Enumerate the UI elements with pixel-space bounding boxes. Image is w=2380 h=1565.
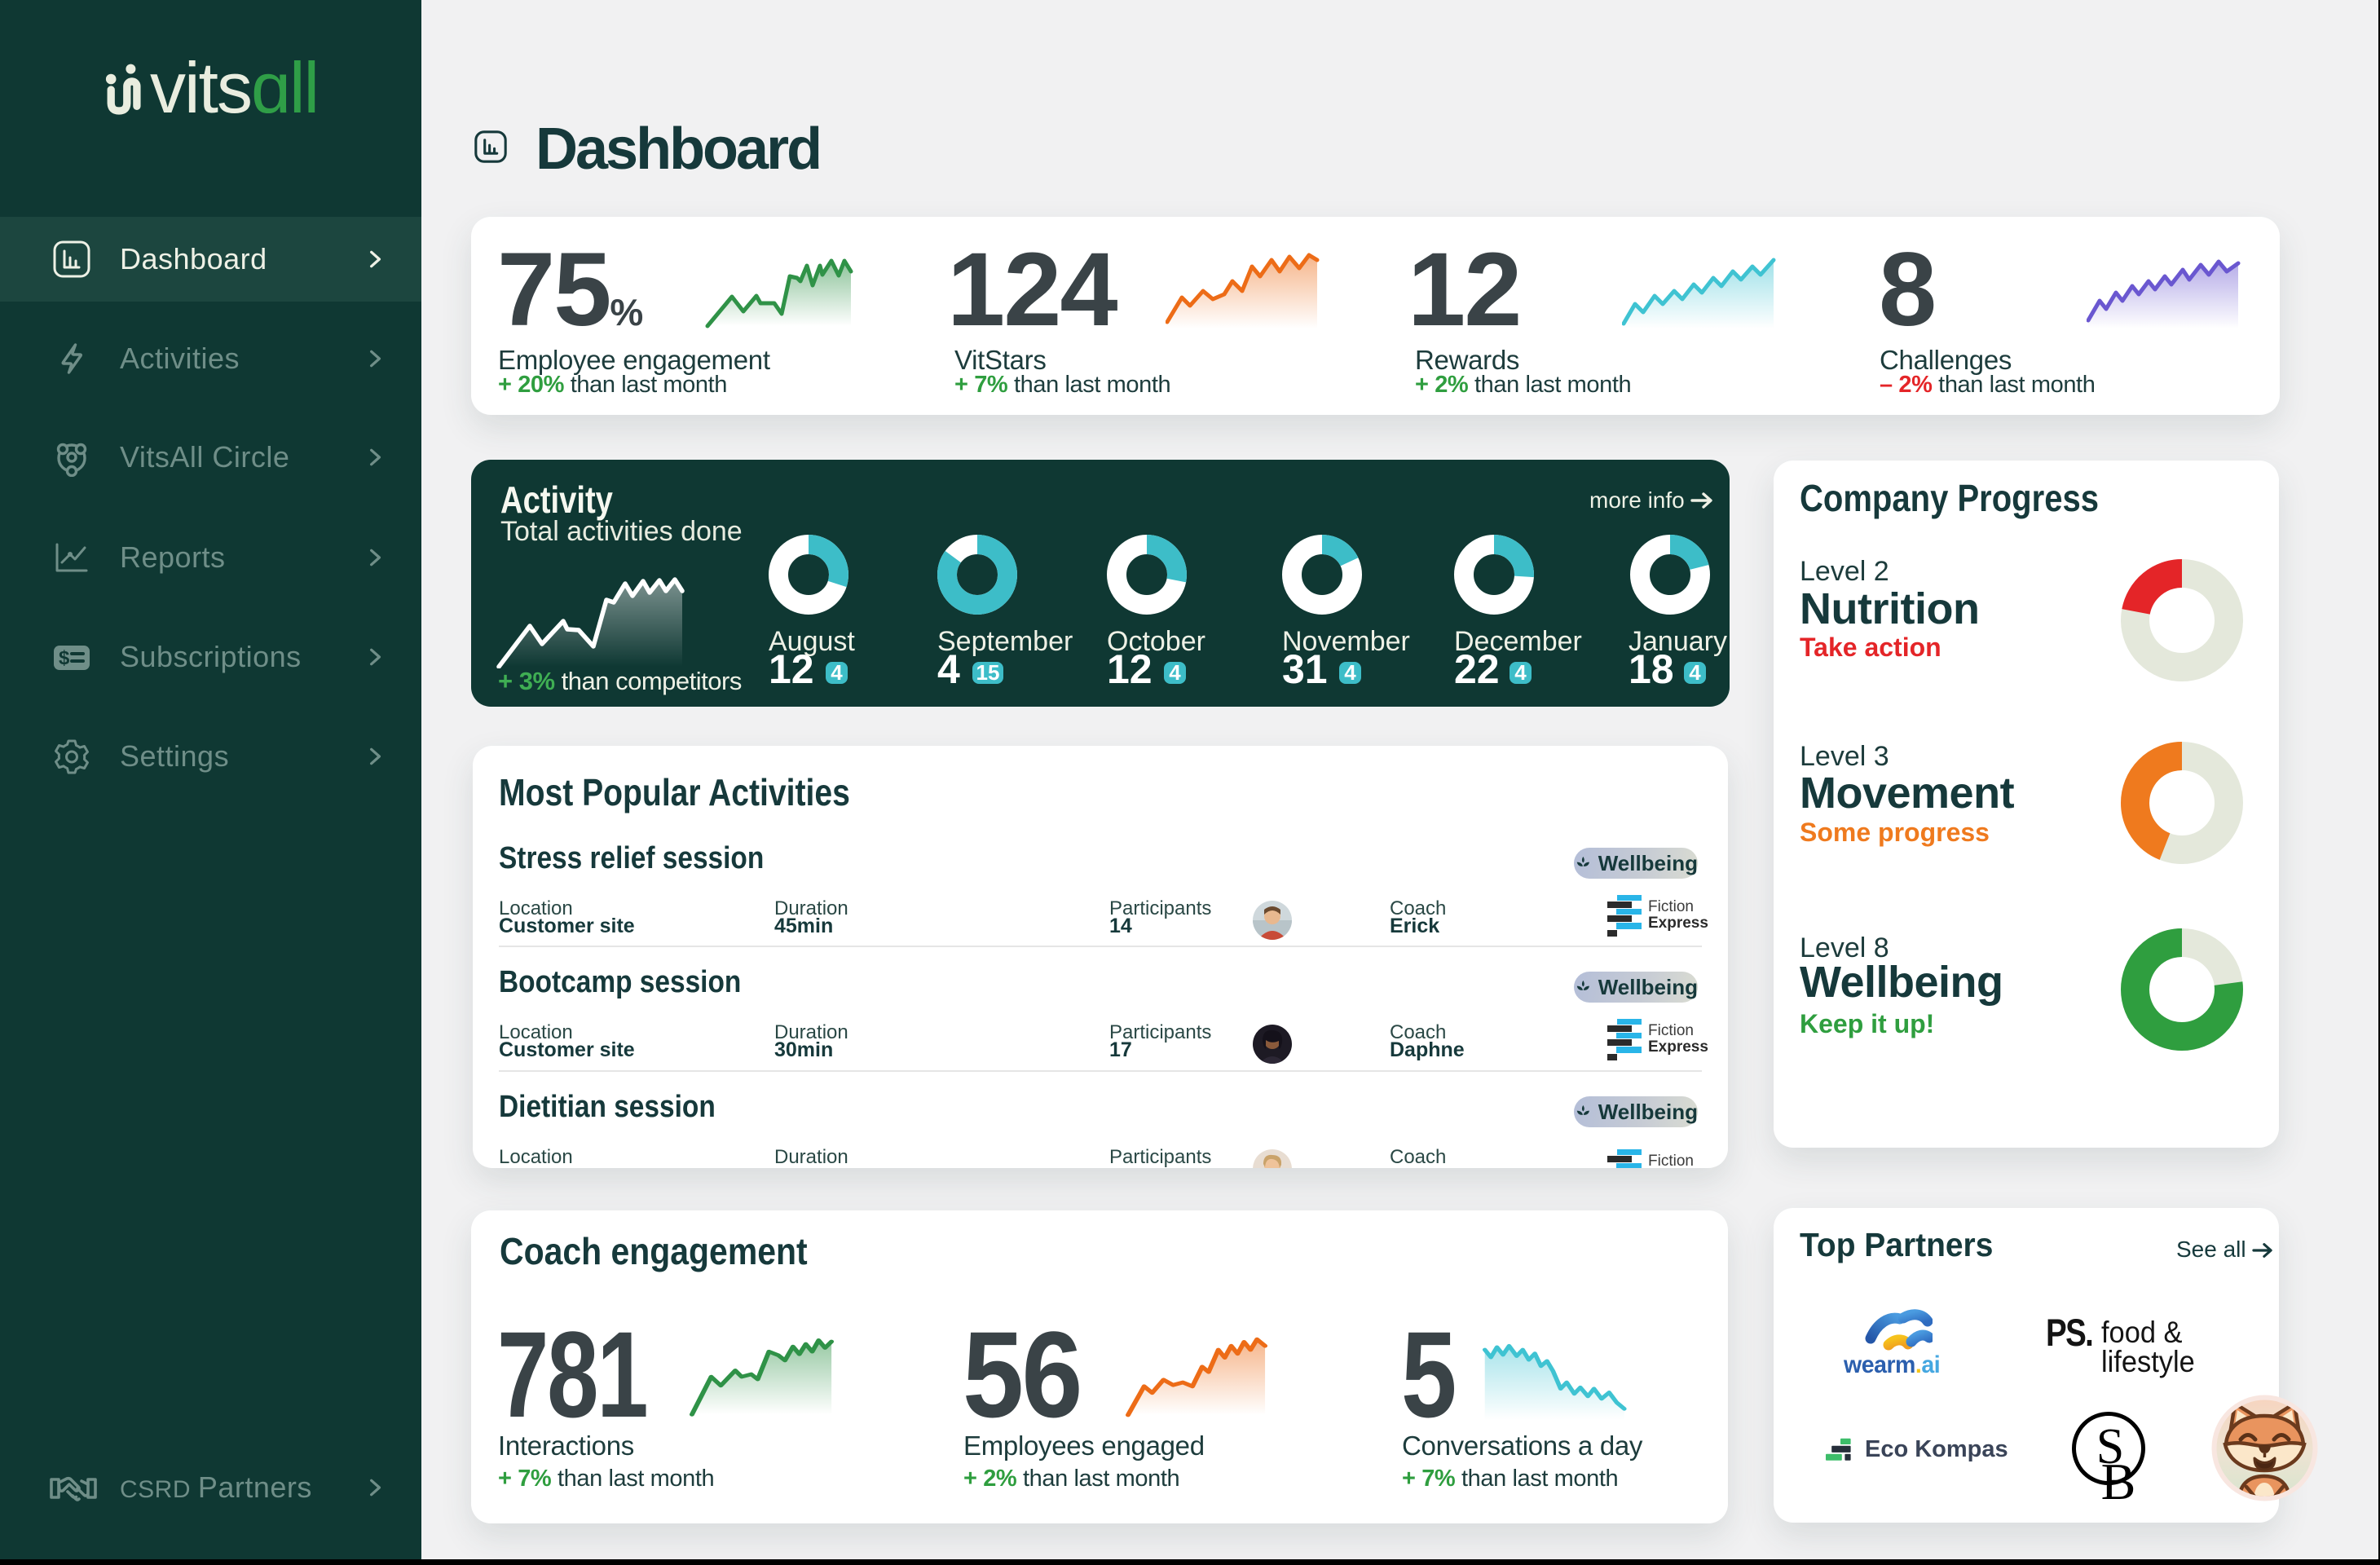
- svg-text:Fiction: Fiction: [1648, 1153, 1694, 1168]
- svg-text:Express: Express: [1648, 1038, 1708, 1056]
- svg-text:S: S: [2096, 1419, 2124, 1475]
- svg-text:Express: Express: [1648, 915, 1708, 932]
- svg-text:Fiction: Fiction: [1648, 898, 1694, 915]
- svg-text:B: B: [2101, 1453, 2136, 1505]
- svg-text:$: $: [59, 647, 70, 669]
- svg-text:Fiction: Fiction: [1648, 1022, 1694, 1039]
